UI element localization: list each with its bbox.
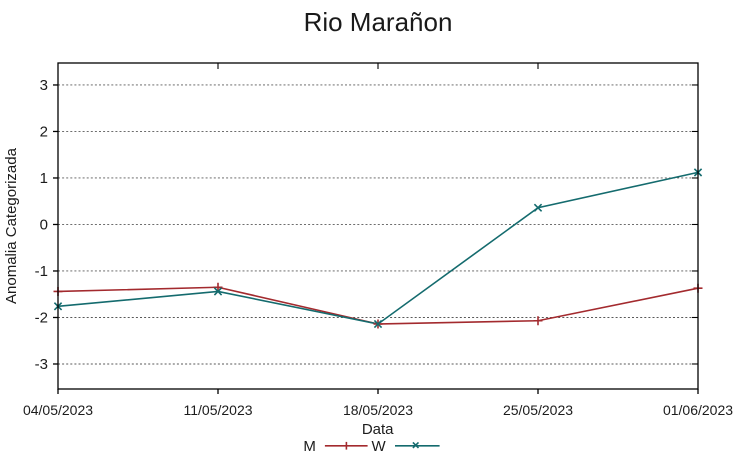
svg-text:-3: -3 bbox=[35, 356, 48, 373]
svg-text:01/06/2023: 01/06/2023 bbox=[663, 402, 733, 418]
svg-text:2: 2 bbox=[40, 124, 48, 141]
svg-text:1: 1 bbox=[40, 170, 48, 187]
svg-text:25/05/2023: 25/05/2023 bbox=[503, 402, 573, 418]
svg-text:04/05/2023: 04/05/2023 bbox=[23, 402, 93, 418]
svg-text:-2: -2 bbox=[35, 310, 48, 327]
svg-text:0: 0 bbox=[40, 217, 48, 234]
svg-text:Data: Data bbox=[362, 421, 394, 438]
svg-text:Anomalia Categorizada: Anomalia Categorizada bbox=[3, 147, 20, 304]
svg-text:11/05/2023: 11/05/2023 bbox=[183, 402, 252, 418]
svg-text:Rio Marañon: Rio Marañon bbox=[304, 7, 453, 37]
svg-text:W: W bbox=[372, 438, 387, 455]
svg-text:18/05/2023: 18/05/2023 bbox=[343, 402, 413, 418]
svg-text:3: 3 bbox=[40, 77, 48, 94]
svg-text:M: M bbox=[303, 438, 316, 455]
svg-text:-1: -1 bbox=[35, 263, 48, 280]
